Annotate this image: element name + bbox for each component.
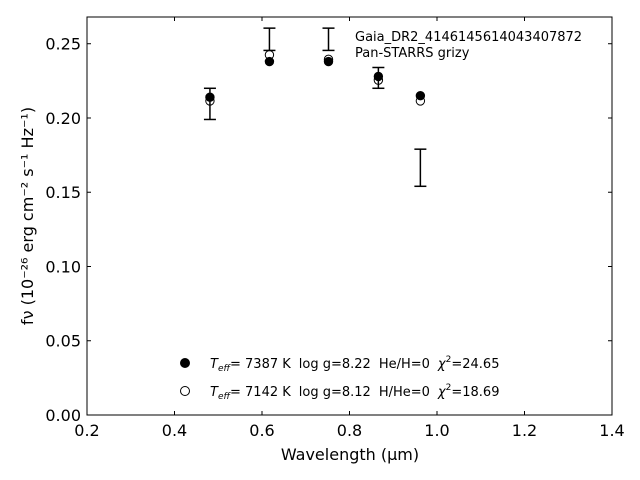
y-tick-label: 0.15 (45, 183, 81, 202)
y-tick-label: 0.10 (45, 257, 81, 276)
model-point-open (205, 96, 215, 106)
y-tick-label: 0.05 (45, 332, 81, 351)
model-point-filled (415, 91, 426, 101)
x-tick-label: 1.0 (424, 421, 449, 440)
x-tick-label: 0.8 (337, 421, 362, 440)
model-point-filled (264, 56, 275, 67)
x-tick-label: 1.2 (512, 421, 537, 440)
model-point-open (323, 54, 334, 65)
observed-errorbar (263, 27, 276, 52)
object-name-label: Gaia_DR2_4146145614043407872 (355, 30, 582, 45)
model-point-open (373, 75, 384, 85)
model-point-filled (323, 56, 334, 67)
legend-marker-filled (180, 358, 190, 368)
y-axis-label: fν (10⁻²⁶ erg cm⁻² s⁻¹ Hz⁻¹) (18, 107, 37, 325)
plot-frame (86, 16, 613, 416)
photometry-system-label: Pan-STARRS grizy (355, 46, 470, 61)
observed-errorbar (322, 27, 335, 52)
x-tick-label: 0.6 (249, 421, 274, 440)
axis-ticks: 0.2 0.4 0.6 0.8 1.0 1.2 1.4 0.00 0.05 0.10 0.15 0.2… (45, 17, 625, 440)
legend-marker-open (180, 386, 190, 396)
x-axis-label: Wavelength (μm) (281, 445, 419, 464)
observed-flux-errorbars (203, 27, 427, 188)
x-tick-label: 0.2 (74, 421, 99, 440)
y-tick-label: 0.00 (45, 406, 81, 425)
model-point-open (415, 96, 426, 106)
y-tick-label: 0.20 (45, 109, 81, 128)
x-tick-label: 1.4 (599, 421, 624, 440)
model-point-open (264, 50, 275, 60)
model-points (205, 50, 426, 106)
x-tick-label: 0.4 (162, 421, 187, 440)
observed-errorbar (414, 148, 427, 188)
y-tick-label: 0.25 (45, 35, 81, 54)
